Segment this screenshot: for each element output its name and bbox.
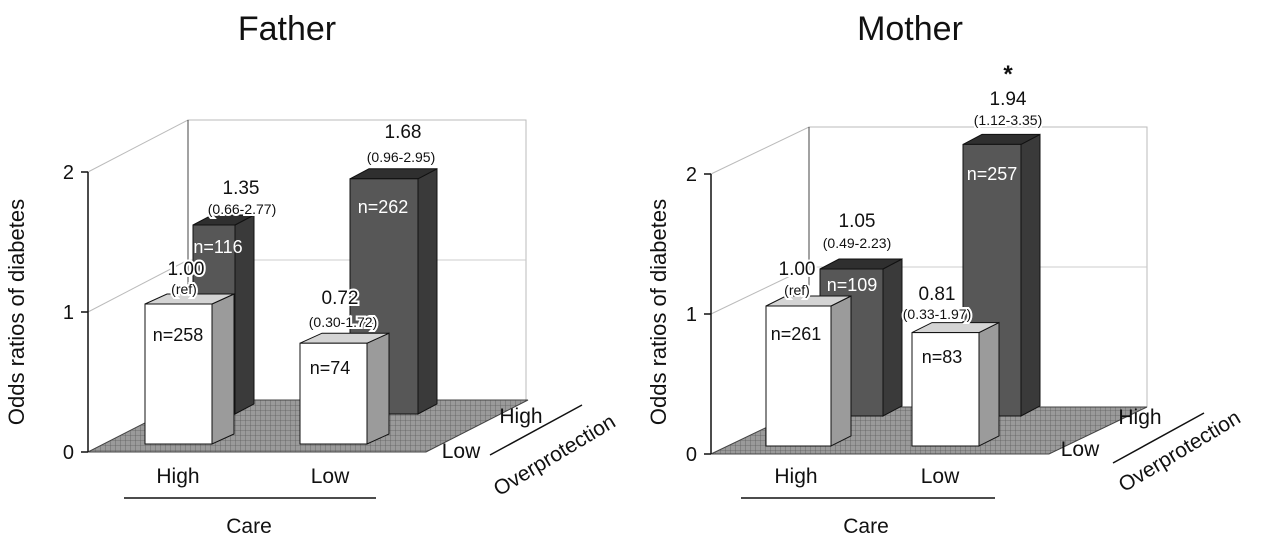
bar-n-label: n=116	[193, 237, 242, 257]
bar-n-label: n=261	[771, 324, 822, 344]
depth-tick-label: High	[499, 405, 542, 428]
depth-tick-label: High	[1118, 406, 1161, 429]
depth-tick-label: Low	[442, 440, 481, 463]
bar-value-label: 0.72	[322, 288, 359, 309]
bar-n-label: n=258	[153, 325, 204, 345]
bar	[911, 332, 980, 447]
y-tick-label: 1	[63, 302, 74, 324]
x-axis-title: Care	[226, 515, 272, 537]
bar-value-label: 1.00	[779, 259, 816, 280]
overprotection-axis-line	[489, 404, 583, 456]
x-tick-label: High	[156, 465, 199, 488]
y-axis-label: Odds ratios of diabetes	[4, 199, 29, 425]
depth-tick-label: Low	[1061, 438, 1100, 461]
bar-ci-label: (1.12-3.35)	[974, 112, 1042, 128]
gridline-side	[87, 259, 189, 313]
bar-side	[417, 167, 438, 415]
y-tick-label: 0	[63, 442, 74, 464]
bar-ci-label: (0.49-2.23)	[823, 235, 891, 251]
bar-ci-label: (0.66-2.77)	[208, 201, 276, 217]
bar	[765, 305, 832, 447]
y-tick-label: 2	[63, 162, 74, 184]
bar-group: n=258 1.00(ref)	[144, 257, 235, 445]
bar	[144, 303, 213, 445]
bar-ci-label: (ref)	[171, 281, 197, 297]
bar-ci-label: (0.30-1.72)	[309, 314, 377, 330]
bar-value-label: 1.05	[839, 211, 876, 232]
bar-side	[882, 258, 903, 417]
overprotection-axis-line	[1112, 412, 1205, 464]
bar-group: n=261 1.00 (ref)	[765, 257, 852, 447]
bar-n-label: n=257	[967, 164, 1018, 184]
bar	[299, 342, 368, 445]
bar-group: n=74 0.72 (0.30-1.72)	[299, 286, 390, 445]
chart-title: Father	[238, 10, 336, 48]
bar-value-label: 0.81	[919, 284, 956, 305]
y-tick-label: 0	[686, 444, 697, 466]
y-tick-label: 1	[686, 304, 697, 326]
x-tick-label: High	[774, 465, 817, 488]
x-tick-label: Low	[311, 465, 350, 488]
chart-title: Mother	[857, 10, 963, 48]
gridline-side	[710, 266, 810, 315]
bar-n-label: n=109	[827, 275, 878, 295]
bar-side	[366, 332, 390, 445]
bar-ci-label: (0.96-2.95)	[367, 149, 435, 165]
bar-value-label: 1.35	[223, 178, 260, 199]
bar-side	[830, 295, 852, 447]
bar-side	[211, 293, 235, 445]
bar-n-label: n=74	[310, 358, 351, 378]
bar-side	[1020, 133, 1041, 417]
y-tick-label: 2	[686, 164, 697, 186]
x-axis-title: Care	[843, 515, 889, 537]
x-tick-label: Low	[921, 465, 960, 488]
bar-value-label: 1.68	[385, 122, 422, 143]
chart-mother: Mother Odds ratios of diabetes 0 1 2 n=109 1.0…	[646, 10, 1245, 537]
bar-value-label: 1.94	[990, 89, 1027, 110]
bar-ci-label: (0.33-1.97)	[903, 306, 971, 322]
bar-value-label: 1.00	[168, 259, 205, 280]
bar-ci-label: (ref)	[784, 282, 810, 298]
bar-group: n=83 0.81(0.33-1.97)	[901, 282, 1000, 447]
y-axis-label: Odds ratios of diabetes	[646, 199, 671, 425]
bar-n-label: n=83	[922, 347, 963, 367]
bar-n-label: n=262	[358, 197, 409, 217]
significance-mark: *	[1003, 61, 1013, 88]
bar-side	[978, 321, 1000, 447]
chart-father: Father Odds ratios of diabetes 0 1 2 n=116 1.3…	[4, 10, 620, 537]
